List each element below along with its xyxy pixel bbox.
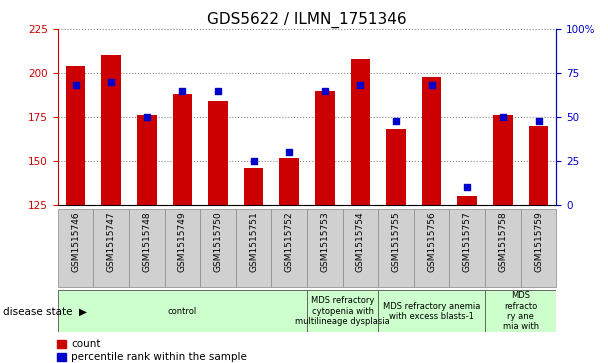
Bar xyxy=(493,115,513,205)
FancyBboxPatch shape xyxy=(343,209,378,287)
FancyBboxPatch shape xyxy=(307,290,378,332)
Point xyxy=(427,82,437,88)
FancyBboxPatch shape xyxy=(129,209,165,287)
Bar xyxy=(173,94,192,205)
Text: GSM1515751: GSM1515751 xyxy=(249,211,258,272)
Bar xyxy=(208,101,228,205)
Point xyxy=(320,88,330,94)
Bar xyxy=(422,77,441,205)
Text: GSM1515756: GSM1515756 xyxy=(427,211,436,272)
FancyBboxPatch shape xyxy=(520,209,556,287)
FancyBboxPatch shape xyxy=(449,209,485,287)
Text: GSM1515748: GSM1515748 xyxy=(142,211,151,272)
FancyBboxPatch shape xyxy=(414,209,449,287)
Legend: count, percentile rank within the sample: count, percentile rank within the sample xyxy=(57,339,247,362)
FancyBboxPatch shape xyxy=(485,209,520,287)
FancyBboxPatch shape xyxy=(200,209,236,287)
FancyBboxPatch shape xyxy=(485,290,556,332)
FancyBboxPatch shape xyxy=(58,290,307,332)
Point xyxy=(498,114,508,120)
Bar xyxy=(280,158,299,205)
Bar xyxy=(386,129,406,205)
Point xyxy=(391,118,401,123)
Point xyxy=(106,79,116,85)
FancyBboxPatch shape xyxy=(236,209,271,287)
Point xyxy=(71,82,80,88)
Bar xyxy=(457,196,477,205)
Point xyxy=(249,158,258,164)
Point xyxy=(178,88,187,94)
Text: GSM1515747: GSM1515747 xyxy=(106,211,116,272)
Point xyxy=(463,184,472,190)
Text: GSM1515755: GSM1515755 xyxy=(392,211,401,272)
Text: MDS refractory anemia
with excess blasts-1: MDS refractory anemia with excess blasts… xyxy=(383,302,480,321)
Text: GSM1515746: GSM1515746 xyxy=(71,211,80,272)
Point xyxy=(213,88,223,94)
Text: MDS refractory
cytopenia with
multilineage dysplasia: MDS refractory cytopenia with multilinea… xyxy=(295,296,390,326)
Point xyxy=(285,150,294,155)
Text: MDS
refracto
ry ane
mia with: MDS refracto ry ane mia with xyxy=(503,291,539,331)
Text: GSM1515757: GSM1515757 xyxy=(463,211,472,272)
Point xyxy=(534,118,544,123)
Text: GSM1515750: GSM1515750 xyxy=(213,211,223,272)
Text: GSM1515752: GSM1515752 xyxy=(285,211,294,272)
Bar xyxy=(315,91,334,205)
Text: GSM1515758: GSM1515758 xyxy=(499,211,508,272)
Title: GDS5622 / ILMN_1751346: GDS5622 / ILMN_1751346 xyxy=(207,12,407,28)
Text: GSM1515753: GSM1515753 xyxy=(320,211,330,272)
Text: control: control xyxy=(168,307,197,316)
FancyBboxPatch shape xyxy=(165,209,200,287)
Point xyxy=(142,114,151,120)
Text: GSM1515749: GSM1515749 xyxy=(178,211,187,272)
FancyBboxPatch shape xyxy=(378,290,485,332)
FancyBboxPatch shape xyxy=(94,209,129,287)
Bar xyxy=(102,56,121,205)
FancyBboxPatch shape xyxy=(58,209,94,287)
Bar xyxy=(529,126,548,205)
Bar xyxy=(351,59,370,205)
Bar xyxy=(66,66,85,205)
Bar xyxy=(244,168,263,205)
Bar xyxy=(137,115,157,205)
Text: GSM1515759: GSM1515759 xyxy=(534,211,543,272)
FancyBboxPatch shape xyxy=(271,209,307,287)
Text: GSM1515754: GSM1515754 xyxy=(356,211,365,272)
Text: disease state  ▶: disease state ▶ xyxy=(3,306,87,316)
FancyBboxPatch shape xyxy=(307,209,343,287)
Point xyxy=(356,82,365,88)
FancyBboxPatch shape xyxy=(378,209,414,287)
